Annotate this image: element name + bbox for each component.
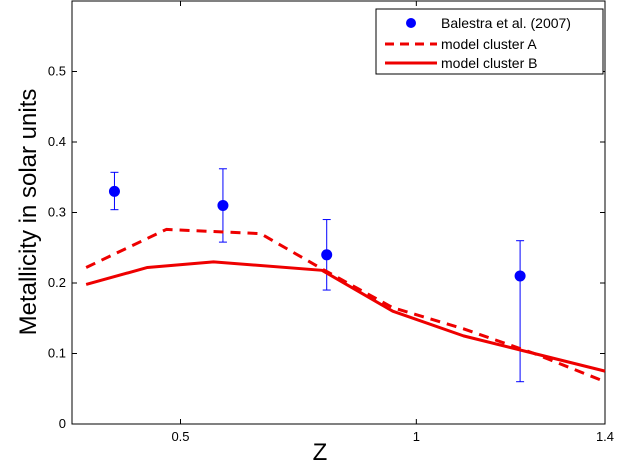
- y-axis: 0 0.1 0.2 0.3 0.4 0.5: [48, 64, 605, 431]
- y-tick-label: 0.1: [48, 346, 66, 361]
- data-point: [108, 185, 120, 197]
- plot-area: [71, 0, 606, 425]
- y-tick-label: 0.3: [48, 205, 66, 220]
- legend: Balestra et al. (2007) model cluster A m…: [375, 8, 604, 75]
- series-line-model-b: [85, 260, 606, 373]
- x-tick-label: 1: [413, 429, 420, 444]
- y-tick-label: 0.2: [48, 275, 66, 290]
- legend-label-model-b: model cluster B: [441, 55, 537, 71]
- data-point: [217, 199, 229, 211]
- series-line-model-a: [85, 227, 606, 384]
- x-axis-title: Z: [313, 439, 328, 466]
- data-point: [321, 249, 333, 261]
- x-axis: 0.5 1 1.4: [171, 1, 614, 444]
- y-tick-label: 0.4: [48, 134, 66, 149]
- legend-marker-balestra: [406, 18, 416, 28]
- legend-label-model-a: model cluster A: [441, 36, 537, 52]
- data-point: [514, 270, 526, 282]
- y-tick-label: 0: [59, 416, 66, 431]
- y-axis-title: Metallicity in solar units: [15, 89, 42, 336]
- x-tick-label: 0.5: [171, 429, 189, 444]
- y-tick-label: 0.5: [48, 64, 66, 79]
- x-tick-label: 1.4: [596, 429, 614, 444]
- legend-label-balestra: Balestra et al. (2007): [441, 15, 571, 31]
